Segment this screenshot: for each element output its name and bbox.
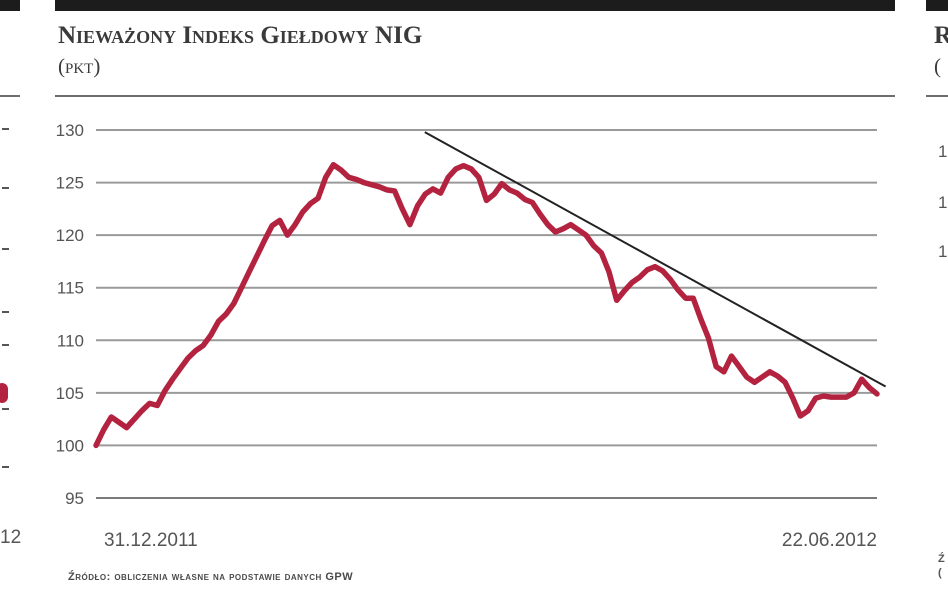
left-panel-date-label: 12 bbox=[0, 527, 22, 548]
source-note: Źródło: obliczenia własne na podstawie d… bbox=[68, 571, 354, 583]
right-panel-title: R bbox=[934, 22, 948, 49]
y-tick-label: 95 bbox=[65, 489, 84, 508]
trendline bbox=[424, 131, 887, 388]
header-band bbox=[55, 0, 895, 11]
left-panel-tick bbox=[2, 466, 9, 468]
right-panel-subtitle: ( bbox=[934, 54, 941, 78]
left-panel-series-mark bbox=[0, 383, 8, 403]
x-tick-labels: 31.12.2011 22.06.2012 bbox=[104, 530, 877, 551]
trendline-layer bbox=[424, 131, 887, 388]
left-panel-tick bbox=[2, 248, 9, 250]
y-tick-label: 110 bbox=[57, 331, 84, 350]
y-tick-label: 130 bbox=[56, 121, 84, 140]
title-divider bbox=[55, 95, 895, 97]
y-tick-labels: 95 100 105 110 115 120 125 130 bbox=[56, 121, 84, 508]
right-panel-source-line: Ź bbox=[938, 553, 945, 565]
right-panel-header-band bbox=[926, 0, 948, 11]
y-tick-label: 115 bbox=[57, 279, 84, 298]
left-panel-tick bbox=[2, 344, 9, 346]
right-panel-tick-label: 1 bbox=[938, 142, 948, 161]
series-line bbox=[93, 161, 880, 449]
chart-title: Nieważony Indeks Giełdowy NIG bbox=[58, 22, 423, 49]
right-panel-source-line: ( bbox=[938, 567, 942, 579]
left-panel-tick bbox=[2, 408, 9, 410]
y-tick-label: 105 bbox=[56, 384, 84, 403]
y-tick-label: 100 bbox=[56, 436, 84, 455]
left-panel-header-band bbox=[0, 0, 20, 11]
left-panel-divider bbox=[0, 95, 20, 97]
right-panel-divider bbox=[926, 95, 948, 97]
right-panel-tick-label: 1 bbox=[938, 193, 948, 212]
left-panel-tick bbox=[2, 187, 9, 189]
grid-lines bbox=[96, 129, 877, 499]
y-tick-label: 120 bbox=[56, 226, 84, 245]
y-tick-label: 125 bbox=[56, 174, 84, 193]
chart-subtitle: (pkt) bbox=[58, 54, 101, 78]
x-tick-label-end: 22.06.2012 bbox=[782, 530, 877, 551]
right-panel-source: Ź ( bbox=[938, 552, 945, 580]
series-layer bbox=[93, 161, 880, 449]
left-panel-tick bbox=[2, 128, 9, 130]
right-panel-tick-label: 1 bbox=[938, 242, 948, 261]
left-panel-tick bbox=[2, 311, 9, 313]
x-tick-label-start: 31.12.2011 bbox=[104, 530, 198, 551]
